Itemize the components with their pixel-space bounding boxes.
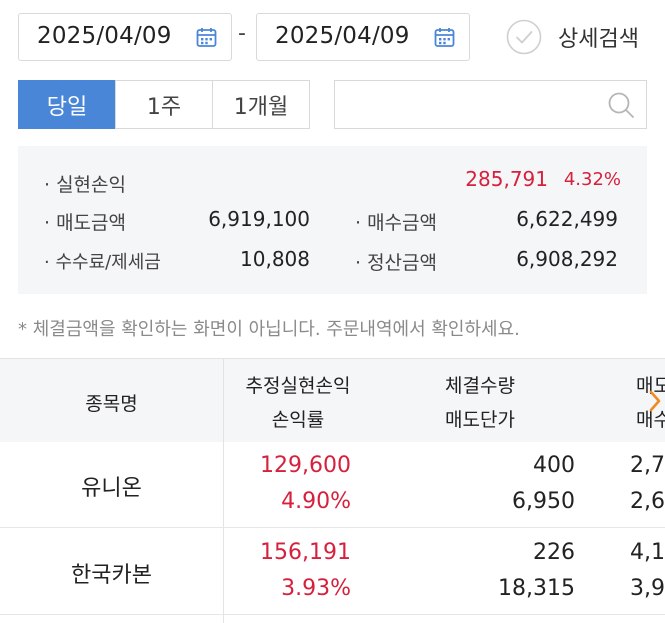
- search-icon[interactable]: [606, 90, 636, 120]
- header-estimated-pl: 추정실현손익: [245, 375, 351, 397]
- chevron-right-icon[interactable]: [648, 389, 662, 413]
- row-sell-amount: 4,13: [630, 540, 665, 565]
- tab-1-month[interactable]: 1개월: [212, 80, 310, 129]
- header-sell-price: 매도단가: [445, 409, 515, 431]
- notice-text: * 체결금액을 확인하는 화면이 아닙니다. 주문내역에서 확인하세요.: [18, 319, 520, 340]
- sell-amount-label: · 매도금액: [44, 212, 126, 234]
- end-date-text: 2025/04/09: [275, 23, 410, 49]
- realized-pl-rate: 4.32%: [563, 169, 621, 190]
- row-sell-price: 18,315: [498, 576, 575, 601]
- header-stock-name: 종목명: [85, 393, 138, 415]
- row-buy-amount: 2,64: [630, 489, 665, 514]
- table-row[interactable]: 한국카본 156,191 3.93% 226 18,315 4,13 3,97: [0, 529, 665, 615]
- fee-tax-value: 10,808: [240, 247, 310, 271]
- row-buy-amount: 3,97: [630, 576, 665, 601]
- row-sell-amount: 2,78: [630, 453, 665, 478]
- header-exec-qty: 체결수량: [445, 375, 515, 397]
- row-pl-rate: 3.93%: [281, 576, 351, 601]
- detail-search-label: 상세검색: [558, 27, 639, 52]
- table-header: 종목명 추정실현손익 손익률 체결수량 매도단가 매도 매수: [0, 358, 665, 442]
- realized-pl-value: 285,791: [465, 167, 548, 191]
- settle-amount-value: 6,908,292: [516, 247, 618, 271]
- header-pl-rate: 손익률: [271, 409, 325, 431]
- detail-search-toggle[interactable]: 상세검색: [506, 17, 639, 57]
- calendar-icon[interactable]: [196, 27, 217, 48]
- row-exec-qty: 226: [533, 540, 575, 565]
- summary-panel: · 실현손익 285,791 4.32% · 매도금액 6,919,100 · …: [18, 146, 647, 294]
- start-date-field[interactable]: 2025/04/09: [18, 13, 232, 61]
- column-divider: [223, 358, 224, 623]
- row-sell-price: 6,950: [512, 489, 575, 514]
- start-date-text: 2025/04/09: [37, 23, 172, 49]
- row-estimated-pl: 156,191: [260, 540, 351, 565]
- tab-1-week[interactable]: 1주: [115, 80, 213, 129]
- sell-amount-value: 6,919,100: [208, 207, 310, 231]
- tab-today[interactable]: 당일: [18, 80, 116, 129]
- end-date-field[interactable]: 2025/04/09: [256, 13, 470, 61]
- header-buy-amount: 매수: [636, 409, 665, 431]
- date-separator: -: [238, 21, 246, 46]
- settle-amount-label: · 정산금액: [355, 252, 437, 274]
- stock-search[interactable]: [334, 80, 647, 129]
- trade-table[interactable]: 종목명 추정실현손익 손익률 체결수량 매도단가 매도 매수 유니온 129,6…: [0, 358, 665, 623]
- realized-pl-label: · 실현손익: [44, 174, 126, 196]
- search-input[interactable]: [335, 81, 595, 128]
- fee-tax-label: · 수수료/제세금: [44, 252, 161, 273]
- row-pl-rate: 4.90%: [281, 489, 351, 514]
- row-stock-name: 유니온: [81, 476, 142, 501]
- row-stock-name: 한국카본: [71, 563, 152, 588]
- table-row[interactable]: 유니온 129,600 4.90% 400 6,950 2,78 2,64: [0, 442, 665, 528]
- row-exec-qty: 400: [533, 453, 575, 478]
- row-estimated-pl: 129,600: [260, 453, 351, 478]
- buy-amount-value: 6,622,499: [516, 207, 618, 231]
- header-sell-amount: 매도: [636, 375, 665, 397]
- date-range: 2025/04/09 - 2025/04/09: [18, 13, 658, 61]
- check-circle-icon: [506, 19, 542, 55]
- buy-amount-label: · 매수금액: [355, 212, 437, 234]
- calendar-icon[interactable]: [434, 27, 455, 48]
